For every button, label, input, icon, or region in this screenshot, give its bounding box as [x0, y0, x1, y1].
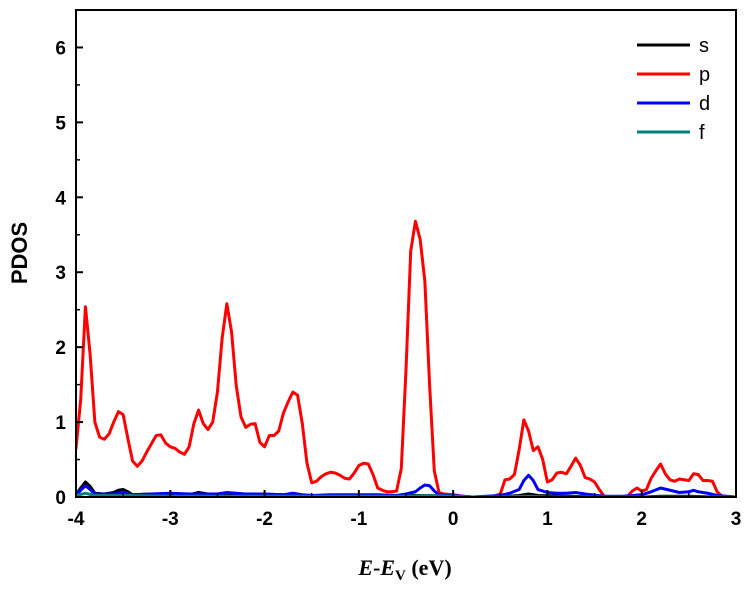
x-axis-title-subscript: V	[395, 568, 406, 584]
y-tick-label: 5	[55, 113, 66, 134]
ticks-layer: -4 -3 -2 -1 0 1 2 3 0 1 2 3 4 5 6	[55, 9, 742, 530]
x-tick-label: -4	[68, 509, 85, 530]
series-layer	[76, 219, 736, 497]
x-tick-label: 2	[636, 509, 647, 530]
x-tick-label: -2	[256, 509, 273, 530]
x-tick-label: 1	[542, 509, 553, 530]
y-tick-label: 2	[55, 338, 66, 359]
x-tick-label: -3	[162, 509, 179, 530]
x-axis-title-e2: E	[379, 555, 395, 580]
x-axis-title-sep: -	[373, 555, 380, 580]
y-tick-label: 4	[55, 188, 66, 209]
x-tick-label: -1	[350, 509, 367, 530]
y-tick-label: 1	[55, 413, 66, 434]
y-tick-label: 0	[55, 488, 66, 509]
x-axis-title-unit: (eV)	[406, 555, 452, 580]
x-tick-label: 3	[731, 509, 742, 530]
y-axis-title: PDOS	[7, 222, 32, 284]
plot-frame	[75, 9, 737, 498]
legend-label-f: f	[699, 122, 705, 144]
legend-label-d: d	[699, 93, 710, 115]
series-line-d	[76, 473, 736, 497]
y-tick-label: 3	[55, 263, 66, 284]
legend-label-p: p	[699, 64, 710, 86]
x-axis-title-e1: E	[357, 555, 373, 580]
legend-label-s: s	[699, 35, 709, 57]
series-line-f	[76, 491, 736, 497]
x-axis-title: E-EV (eV)	[357, 555, 451, 584]
series-line-p	[76, 219, 736, 497]
x-tick-label: 0	[448, 509, 459, 530]
y-tick-label: 6	[55, 38, 66, 59]
